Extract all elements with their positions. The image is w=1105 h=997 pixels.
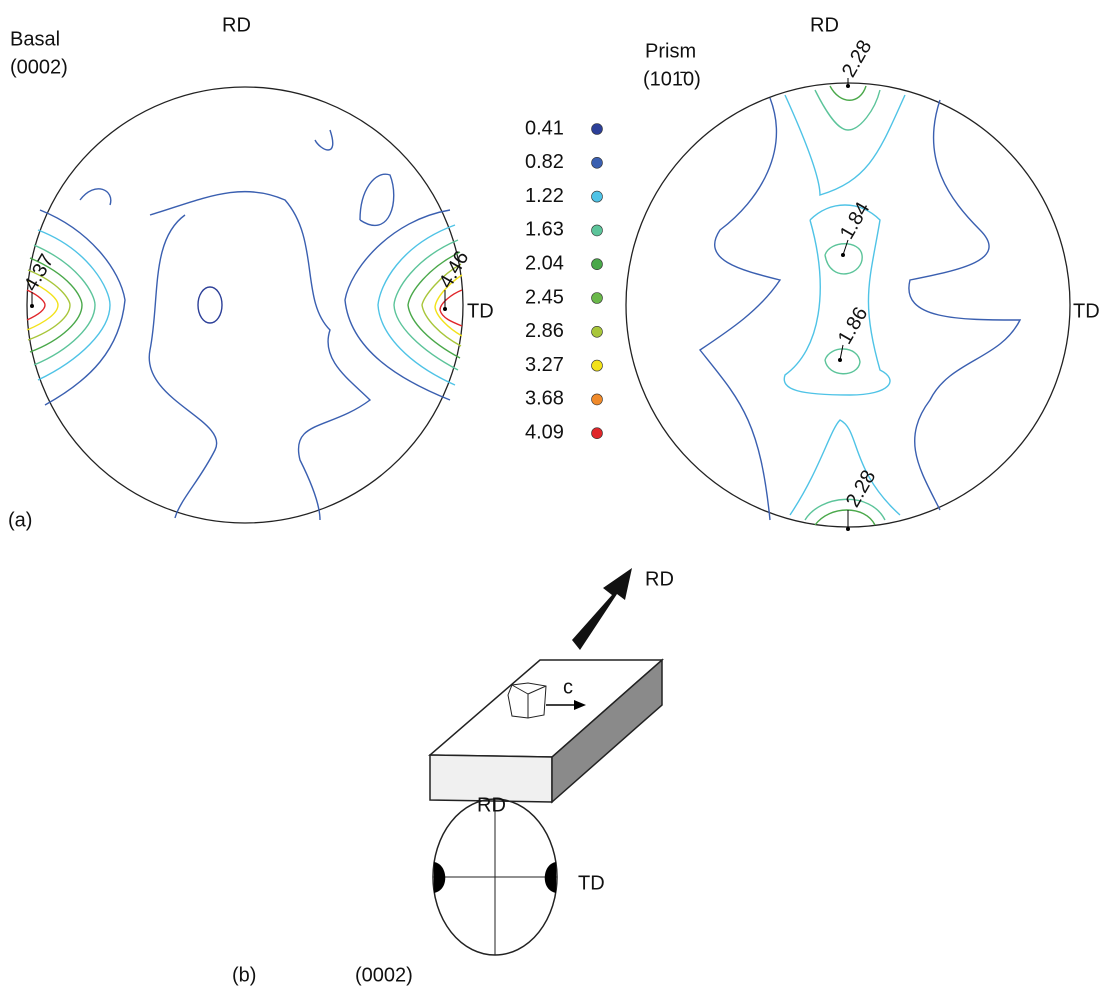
panel-label: (b) [232, 964, 256, 986]
legend-label: 1.22 [525, 185, 564, 207]
rd-arrow-label: RD [645, 568, 674, 590]
legend-label: 2.45 [525, 286, 564, 308]
legend-swatch [591, 157, 603, 169]
legend-label: 2.86 [525, 320, 564, 342]
legend-swatch [591, 393, 603, 406]
legend-label: 3.68 [525, 388, 564, 410]
prism-title: Prism [645, 40, 696, 62]
legend-swatch [591, 224, 603, 237]
schematic-pole-figure [432, 798, 558, 956]
peak-label: 4.37 [20, 250, 59, 295]
rd-label: RD [810, 14, 839, 36]
legend-label: 4.09 [525, 421, 564, 443]
legend-label: 1.63 [525, 219, 564, 241]
legend-swatch [591, 359, 603, 372]
peak-label: 1.86 [834, 303, 873, 348]
peak-label: 4.46 [435, 247, 474, 292]
legend-swatch [591, 190, 603, 203]
legend-swatch [591, 123, 603, 135]
td-label: TD [467, 300, 494, 322]
basal-contours-right [377, 224, 463, 386]
td-label: TD [1073, 300, 1100, 322]
legend-swatch [591, 325, 603, 338]
basal-contours-left [26, 229, 111, 381]
plane-label: (0002) [355, 964, 413, 986]
legend: 0.41 0.82 1.22 1.63 2.04 2.45 2.86 3.27 3.68 4.09 [525, 117, 603, 443]
legend-label: 0.82 [525, 151, 564, 173]
legend-label: 0.41 [525, 117, 564, 139]
rd-label: RD [222, 14, 251, 36]
peak-label: 2.28 [842, 466, 881, 511]
basal-pole-figure [26, 86, 464, 524]
c-axis-label: c [563, 676, 573, 698]
legend-swatch [591, 292, 603, 304]
legend-swatch [591, 427, 603, 440]
legend-swatch [591, 258, 603, 271]
basal-title: Basal [10, 28, 60, 50]
rd-label: RD [477, 794, 506, 816]
legend-label: 3.27 [525, 354, 564, 376]
legend-label: 2.04 [525, 252, 564, 274]
prism-pole-figure [625, 78, 1071, 531]
td-label: TD [578, 872, 605, 894]
prism-plane: (101̄0) [643, 68, 701, 90]
panel-label: (a) [8, 509, 32, 531]
peak-label: 2.28 [838, 36, 877, 81]
specimen-sketch [428, 568, 664, 804]
basal-plane: (0002) [10, 56, 68, 78]
